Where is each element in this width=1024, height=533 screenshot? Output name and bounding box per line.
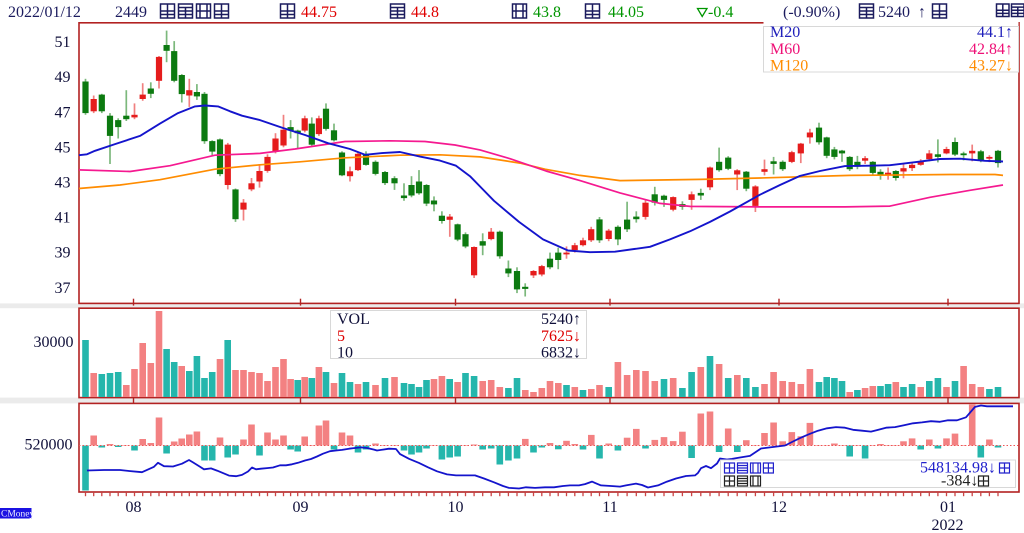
svg-text:11: 11 — [602, 499, 617, 516]
svg-text:M60: M60 — [770, 41, 800, 58]
svg-text:5240↑: 5240↑ — [541, 311, 581, 328]
svg-text:2022: 2022 — [932, 517, 964, 533]
svg-text:44.75: 44.75 — [301, 4, 337, 21]
svg-text:10: 10 — [448, 499, 464, 516]
svg-text:5: 5 — [337, 328, 345, 345]
svg-text:VOL: VOL — [337, 311, 370, 328]
svg-text:7625↓: 7625↓ — [541, 328, 581, 345]
svg-text:↑: ↑ — [918, 4, 926, 21]
svg-text:520000: 520000 — [25, 437, 73, 454]
svg-text:M120: M120 — [770, 58, 808, 75]
svg-text:548134.98↓: 548134.98↓ — [920, 460, 996, 477]
svg-text:44.1↑: 44.1↑ — [977, 24, 1013, 41]
svg-text:49: 49 — [55, 69, 71, 86]
svg-text:5240: 5240 — [878, 4, 910, 21]
svg-text:41: 41 — [55, 210, 71, 227]
svg-text:51: 51 — [55, 34, 71, 51]
svg-text:08: 08 — [126, 499, 142, 516]
svg-text:43.27↓: 43.27↓ — [969, 58, 1013, 75]
svg-text:45: 45 — [55, 139, 71, 156]
svg-text:-0.4: -0.4 — [708, 4, 733, 21]
svg-text:12: 12 — [771, 499, 787, 516]
svg-text:44.8: 44.8 — [411, 4, 439, 21]
svg-text:10: 10 — [337, 345, 353, 362]
svg-text:CMoney: CMoney — [1, 510, 35, 520]
svg-text:44.05: 44.05 — [608, 4, 644, 21]
svg-text:(-0.90%): (-0.90%) — [783, 4, 840, 21]
svg-text:6832↓: 6832↓ — [541, 345, 581, 362]
svg-text:2449: 2449 — [115, 4, 147, 21]
svg-text:01: 01 — [940, 499, 956, 516]
svg-text:37: 37 — [55, 280, 71, 297]
svg-text:39: 39 — [55, 245, 71, 262]
svg-text:43.8: 43.8 — [533, 4, 561, 21]
svg-text:30000: 30000 — [34, 334, 74, 351]
svg-text:42.84↑: 42.84↑ — [969, 41, 1013, 58]
svg-text:M20: M20 — [770, 24, 800, 41]
svg-text:2022/01/12: 2022/01/12 — [8, 4, 81, 21]
svg-text:-384↓: -384↓ — [941, 473, 978, 490]
svg-text:09: 09 — [293, 499, 309, 516]
svg-text:47: 47 — [55, 104, 71, 121]
svg-text:43: 43 — [55, 175, 71, 192]
